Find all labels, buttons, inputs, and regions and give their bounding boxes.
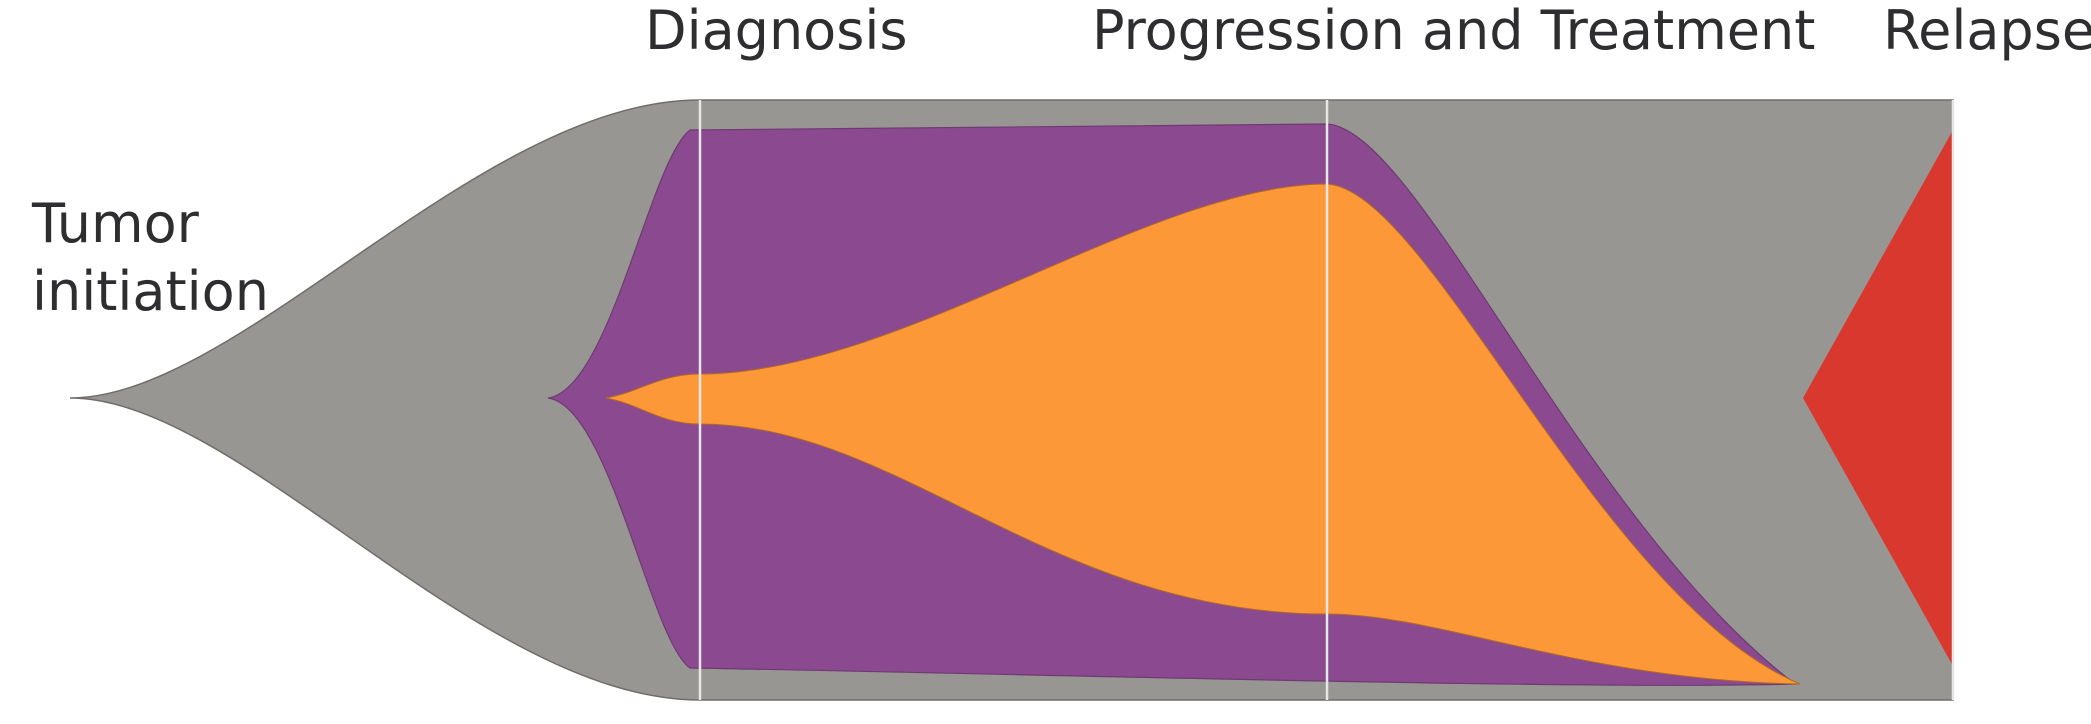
tumor-initiation-label: Tumor initiation <box>32 190 269 326</box>
relapse-clone-region <box>1803 130 1953 666</box>
progression-treatment-label: Progression and Treatment <box>1092 0 1816 62</box>
relapse-label: Relapse <box>1883 0 2091 62</box>
tumor-initiation-line2: initiation <box>32 260 269 323</box>
tumor-initiation-line1: Tumor <box>32 192 199 255</box>
subclone-2-region <box>605 183 1801 685</box>
diagnosis-label: Diagnosis <box>645 0 908 62</box>
